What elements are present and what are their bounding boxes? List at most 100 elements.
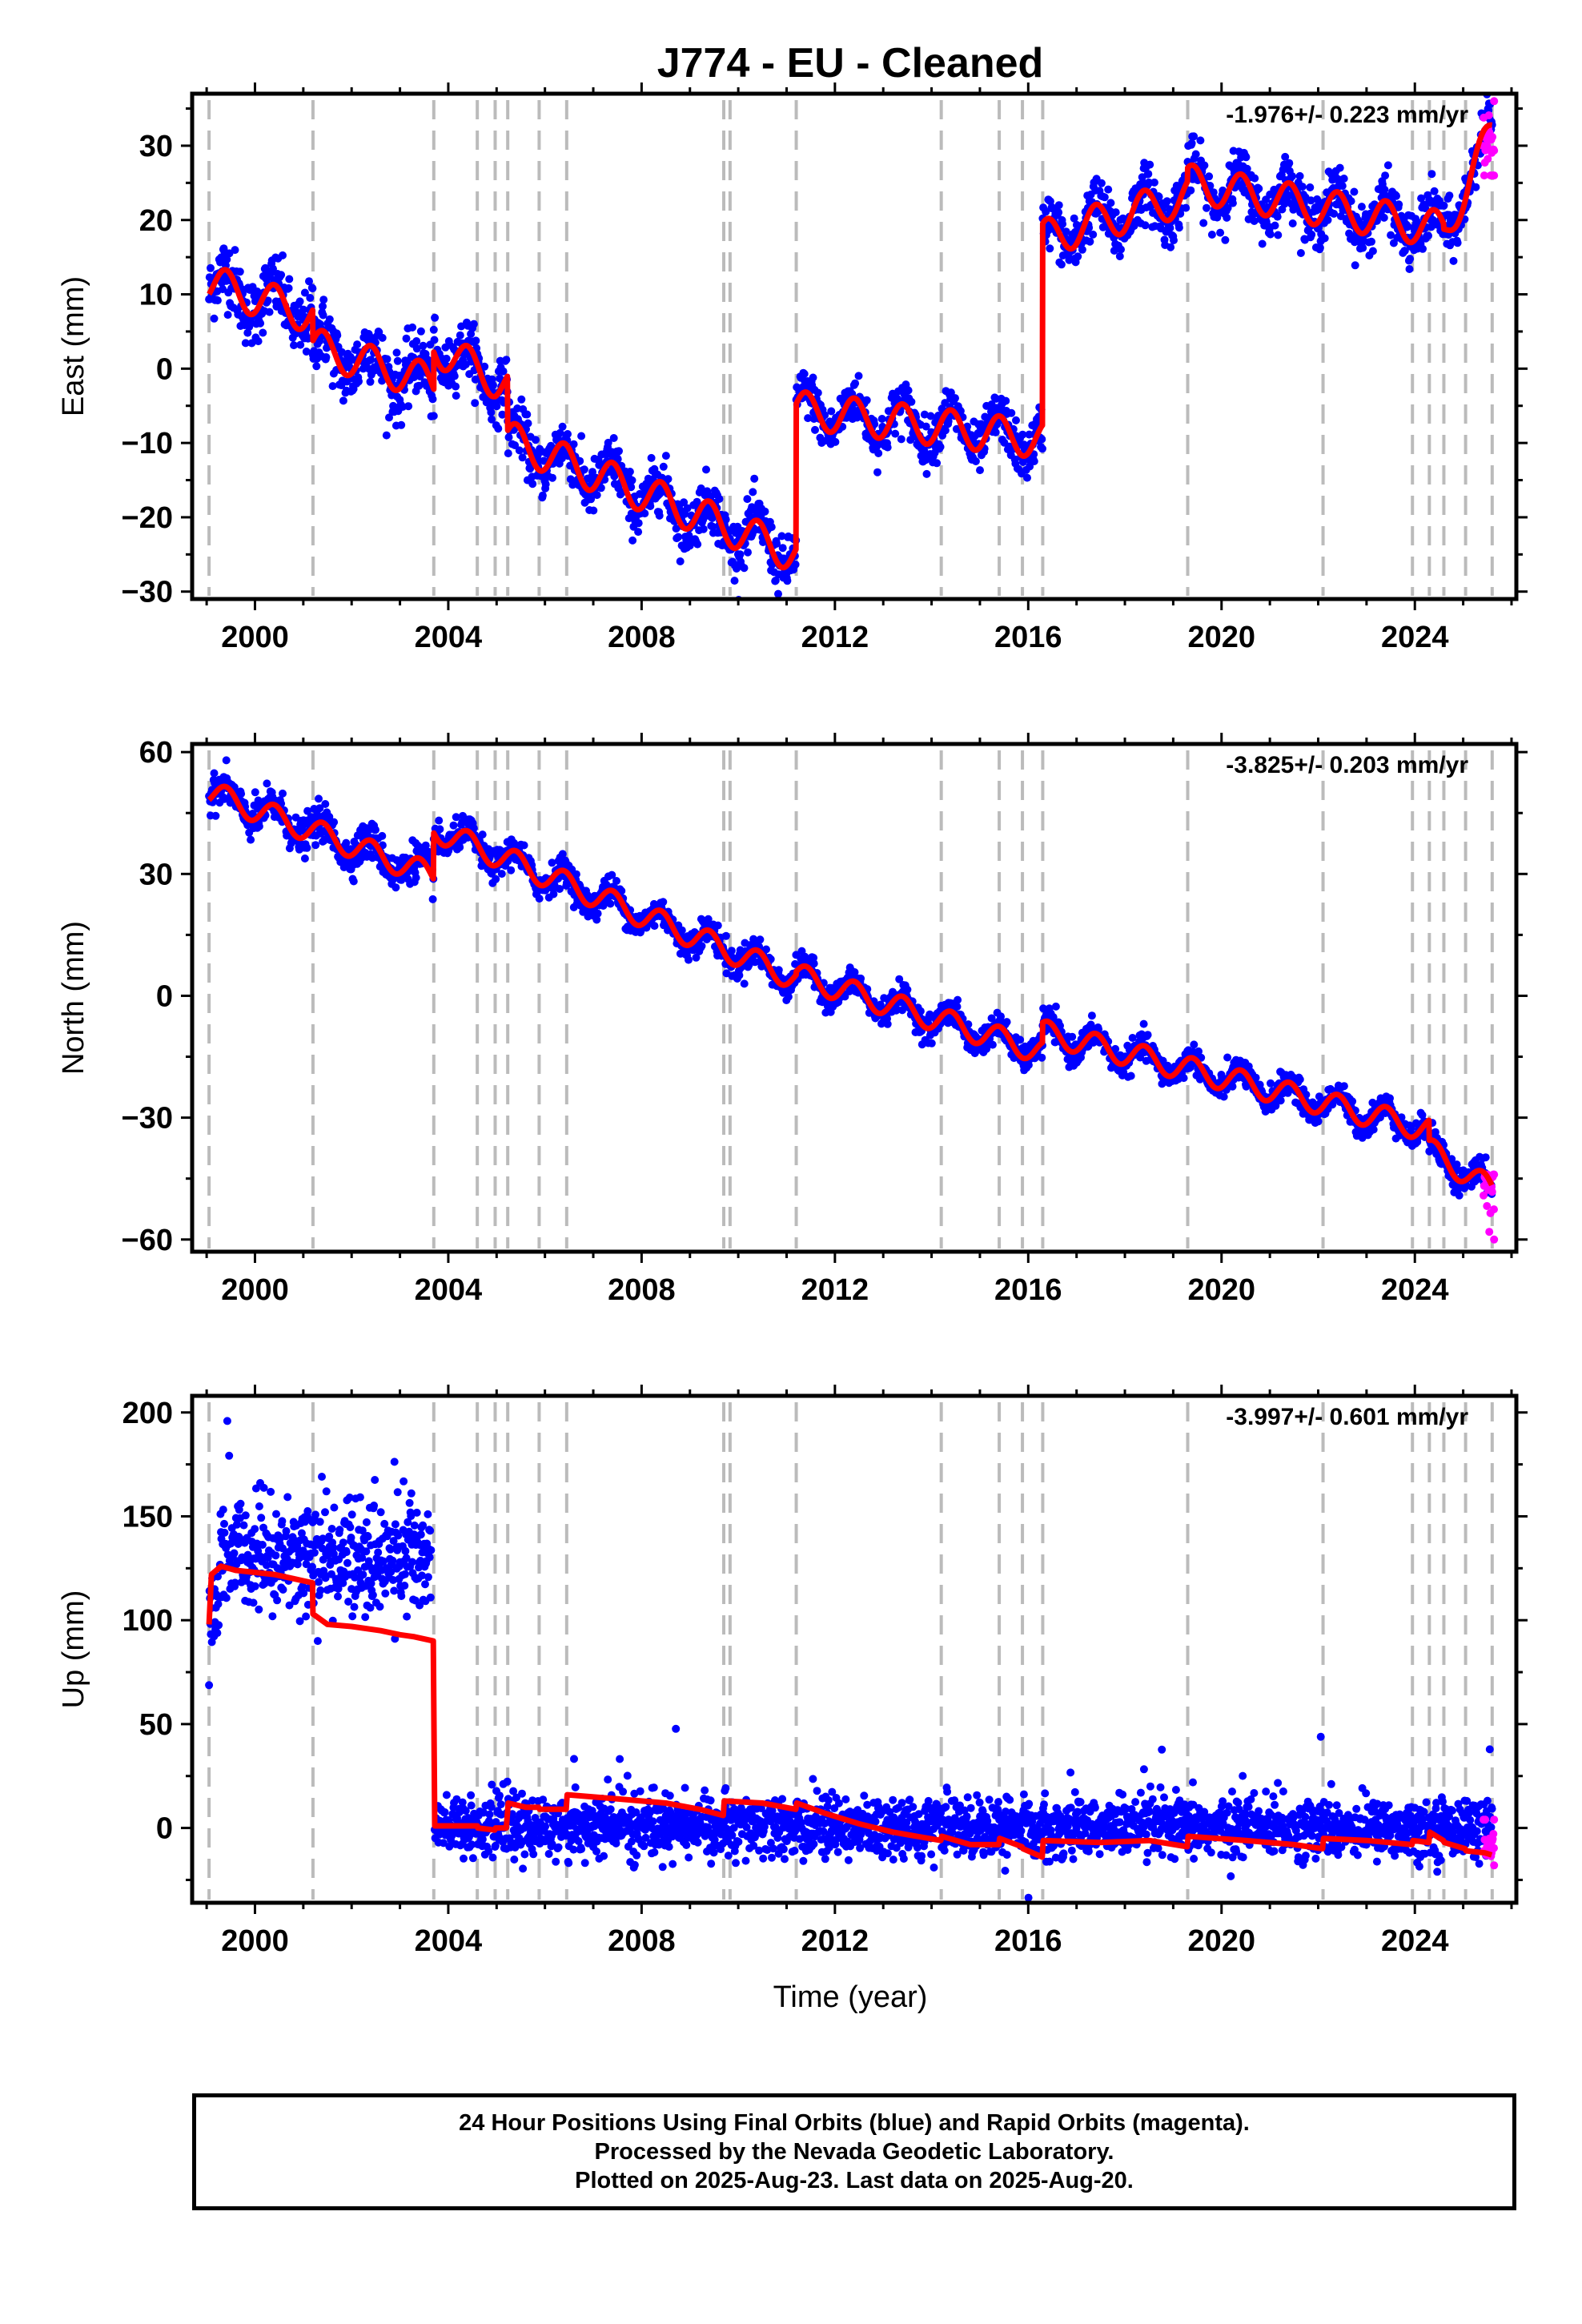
data-point: [1307, 230, 1316, 239]
data-point: [804, 414, 813, 423]
data-point: [256, 319, 265, 328]
data-point: [1285, 159, 1294, 167]
data-point: [1089, 230, 1098, 239]
data-point: [1405, 265, 1414, 273]
data-point: [1205, 172, 1214, 181]
data-point: [315, 336, 324, 345]
data-point: [1219, 1092, 1228, 1101]
data-point: [339, 396, 347, 405]
plot-area-east: [205, 94, 1499, 599]
data-point: [1216, 228, 1225, 237]
data-point: [392, 348, 401, 357]
data-point: [456, 331, 464, 340]
data-point: [831, 437, 840, 446]
velocity-rate-label: -1.976+/- 0.223 mm/yr: [1226, 102, 1468, 128]
data-point: [685, 955, 693, 964]
data-point: [243, 328, 252, 337]
data-point: [1367, 237, 1375, 246]
data-point: [809, 959, 818, 968]
data-point: [1430, 187, 1439, 195]
data-point: [1058, 219, 1067, 228]
data-point: [558, 422, 567, 431]
data-point: [740, 564, 749, 573]
data-point: [628, 476, 636, 485]
data-point: [1038, 444, 1046, 453]
data-point: [383, 355, 391, 364]
data-point: [907, 397, 916, 406]
data-point: [874, 449, 883, 457]
data-point: [1335, 163, 1344, 172]
data-point: [1381, 171, 1390, 180]
data-point: [452, 382, 460, 391]
data-point: [1186, 186, 1195, 195]
y-tick-label: −30: [122, 576, 173, 609]
y-tick-label: 20: [139, 204, 173, 238]
data-point: [702, 465, 710, 474]
data-point: [378, 333, 387, 342]
data-point: [596, 484, 605, 493]
data-point: [435, 816, 444, 825]
data-point: [727, 947, 736, 955]
data-point: [511, 441, 520, 449]
data-point: [296, 340, 305, 349]
data-point: [319, 311, 327, 320]
data-point: [971, 457, 980, 465]
data-point: [1054, 201, 1063, 210]
data-point: [743, 495, 752, 504]
data-point: [1191, 150, 1200, 159]
data-point: [299, 305, 307, 314]
data-point: [251, 788, 259, 797]
data-point: [646, 502, 655, 510]
data-point: [1392, 191, 1400, 200]
data-point: [922, 469, 931, 478]
data-point: [367, 356, 375, 364]
x-tick-label: 2000: [221, 621, 289, 654]
data-point: [811, 425, 819, 434]
data-point: [877, 415, 886, 423]
data-point: [478, 830, 487, 839]
data-point: [311, 841, 320, 850]
data-point: [1078, 245, 1086, 254]
data-point: [1030, 457, 1038, 465]
data-point: [371, 826, 379, 834]
data-point: [1097, 179, 1106, 187]
data-point: [302, 348, 311, 356]
data-point: [450, 372, 459, 380]
data-point: [683, 504, 692, 513]
data-point: [1203, 203, 1211, 212]
data-point: [366, 377, 375, 386]
data-point: [265, 308, 274, 316]
data-point: [659, 462, 668, 471]
rapid-data-point: [1490, 97, 1499, 106]
data-point: [628, 536, 637, 545]
data-point: [1002, 396, 1010, 405]
data-point: [740, 979, 749, 988]
data-point: [1368, 247, 1377, 255]
data-point: [279, 251, 287, 259]
rapid-data-point: [1488, 133, 1497, 141]
data-point: [504, 449, 512, 458]
data-point: [1320, 234, 1329, 243]
data-point: [699, 515, 708, 524]
data-point: [295, 297, 304, 306]
y-tick-label: 0: [156, 352, 173, 386]
data-point: [1141, 221, 1150, 230]
data-point: [813, 388, 822, 397]
data-point: [333, 331, 342, 340]
data-point: [784, 992, 793, 1001]
data-point: [927, 1039, 936, 1047]
data-point: [498, 410, 507, 419]
data-point: [661, 452, 670, 460]
data-point: [497, 870, 506, 879]
data-point: [382, 431, 391, 440]
data-point: [488, 415, 496, 424]
data-point: [564, 430, 572, 438]
data-point: [736, 550, 745, 559]
y-tick-label: 10: [139, 279, 173, 312]
data-point: [528, 480, 537, 489]
data-point: [756, 935, 765, 944]
data-point: [1139, 1019, 1148, 1028]
data-point: [1298, 183, 1307, 191]
data-point: [247, 835, 255, 844]
data-point: [1449, 256, 1458, 265]
